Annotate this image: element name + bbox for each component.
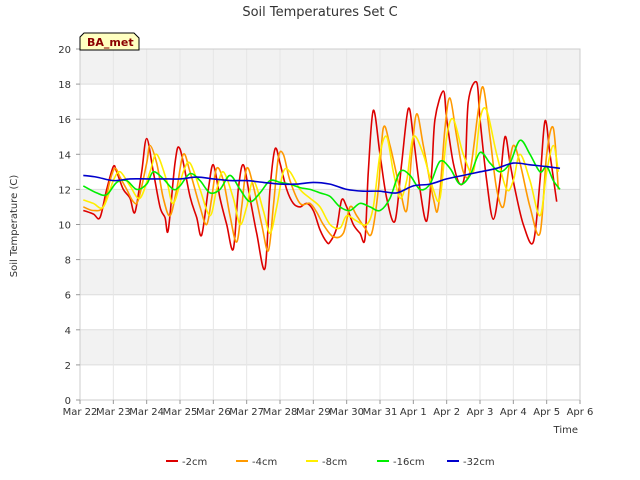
x-tick-label: Mar 31 bbox=[363, 407, 398, 418]
x-tick-label: Mar 24 bbox=[129, 407, 164, 418]
legend-item-3: -8cm bbox=[306, 457, 347, 468]
y-tick-label: 6 bbox=[65, 291, 71, 302]
legend-label: -2cm bbox=[182, 457, 207, 468]
series-line-2 bbox=[82, 85, 560, 252]
legend-label: -8cm bbox=[322, 457, 347, 468]
legend-item-5: -32cm bbox=[447, 457, 495, 468]
x-tick-label: Apr 2 bbox=[433, 407, 460, 418]
grid-band bbox=[80, 329, 580, 365]
grid-band bbox=[80, 49, 580, 85]
legend-label: -4cm bbox=[252, 457, 277, 468]
series-line-5 bbox=[83, 162, 561, 194]
x-tick-label: Apr 5 bbox=[533, 407, 560, 418]
x-tick-label: Mar 26 bbox=[196, 407, 231, 418]
chart-title: Soil Temperatures Set C bbox=[242, 5, 397, 20]
y-tick-label: 4 bbox=[65, 326, 71, 337]
series-lines bbox=[82, 80, 561, 271]
y-tick-label: 12 bbox=[58, 185, 71, 196]
site-badge-label: BA_met bbox=[87, 36, 134, 49]
site-badge: BA_met bbox=[79, 32, 140, 51]
y-tick-label: 16 bbox=[58, 115, 71, 126]
site-badge-box bbox=[79, 32, 140, 51]
legend-label: -16cm bbox=[393, 457, 425, 468]
x-tick-label: Apr 3 bbox=[467, 407, 494, 418]
series-line-4 bbox=[82, 139, 561, 212]
y-tick-label: 10 bbox=[58, 221, 71, 232]
y-tick-label: 0 bbox=[65, 396, 71, 407]
legend-item-2: -4cm bbox=[236, 457, 277, 468]
series-line-1 bbox=[83, 80, 558, 271]
x-tick-label: Apr 1 bbox=[400, 407, 427, 418]
y-tick-label: 18 bbox=[58, 80, 71, 91]
grid-band bbox=[80, 259, 580, 295]
x-tick-label: Mar 29 bbox=[296, 407, 331, 418]
grid-bands bbox=[80, 49, 580, 365]
legend-label: -32cm bbox=[463, 457, 495, 468]
legend-item-1: -2cm bbox=[166, 457, 207, 468]
x-tick-label: Apr 4 bbox=[500, 407, 527, 418]
x-axis-title: Time bbox=[553, 425, 578, 436]
y-axis-title: Soil Temperature (C) bbox=[9, 175, 20, 278]
x-tick-label: Apr 6 bbox=[567, 407, 594, 418]
x-tick-label: Mar 30 bbox=[329, 407, 364, 418]
y-tick-label: 14 bbox=[58, 150, 71, 161]
x-tick-label: Mar 25 bbox=[163, 407, 198, 418]
grid-band bbox=[80, 119, 580, 155]
legend: -2cm -4cm -8cm -16cm -32cm bbox=[166, 457, 495, 468]
x-tick-label: Mar 23 bbox=[96, 407, 131, 418]
y-tick-label: 2 bbox=[65, 361, 71, 372]
series-line-3 bbox=[83, 107, 560, 235]
legend-item-4: -16cm bbox=[377, 457, 425, 468]
y-axis-ticks: 0 2 4 6 8 10 12 14 16 18 20 bbox=[58, 45, 80, 407]
y-tick-label: 8 bbox=[65, 256, 71, 267]
x-tick-label: Mar 28 bbox=[263, 407, 298, 418]
x-tick-label: Mar 27 bbox=[229, 407, 264, 418]
y-tick-label: 20 bbox=[58, 45, 71, 56]
x-tick-label: Mar 22 bbox=[63, 407, 98, 418]
